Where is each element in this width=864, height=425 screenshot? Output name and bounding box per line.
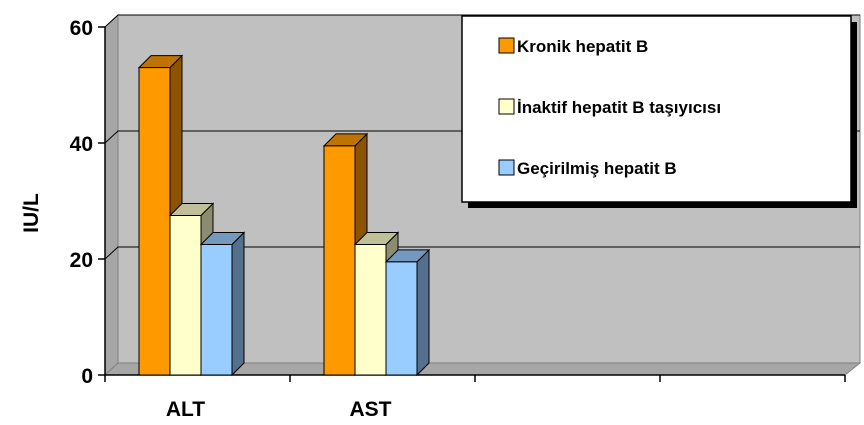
- bar: [384, 248, 431, 377]
- legend-entry: Kronik hepatit B: [517, 37, 648, 56]
- grid-line: [104, 246, 860, 260]
- bars: [137, 54, 431, 377]
- legend-swatch: [498, 159, 515, 176]
- y-tick-label: 0: [81, 365, 93, 388]
- side-wall: [104, 13, 119, 377]
- y-axis-label: IU/L: [20, 193, 43, 233]
- x-category-label: ALT: [166, 398, 205, 421]
- y-axis-ticks: 0 20 40 60: [70, 17, 105, 388]
- legend-swatch: [498, 37, 515, 54]
- legend-swatch: [498, 98, 515, 115]
- y-tick-label: 20: [70, 249, 93, 272]
- y-tick-label: 60: [70, 17, 93, 40]
- x-category-label: AST: [350, 398, 392, 421]
- y-tick-label: 40: [70, 133, 93, 156]
- bar: [199, 231, 246, 377]
- legend: Kronik hepatit B İnaktif hepatit B taşıyı…: [461, 15, 857, 208]
- grid-line: [104, 14, 860, 28]
- x-axis-ticks: ALT AST: [104, 375, 846, 421]
- legend-entry: Geçirilmiş hepatit B: [517, 159, 677, 178]
- legend-box: [461, 15, 852, 203]
- legend-entry: İnaktif hepatit B taşıyıcısı: [517, 98, 721, 117]
